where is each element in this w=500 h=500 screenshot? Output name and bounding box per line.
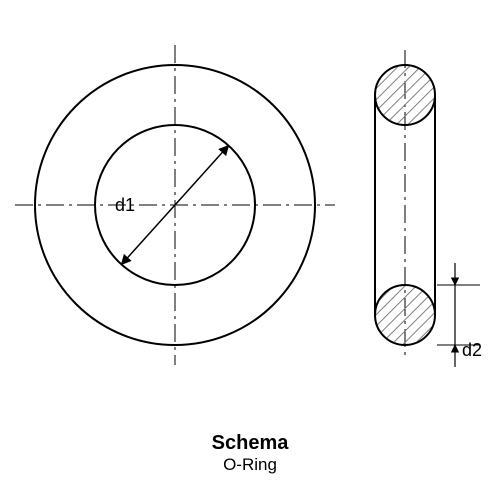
diagram-canvas: d1 d2 Schema O-Ring	[0, 0, 500, 500]
caption-title: Schema	[0, 432, 500, 454]
d1-label: d1	[115, 195, 135, 216]
caption-subtitle: O-Ring	[0, 456, 500, 475]
d2-label: d2	[462, 340, 482, 361]
schematic-svg	[0, 0, 500, 500]
caption: Schema O-Ring	[0, 432, 500, 475]
